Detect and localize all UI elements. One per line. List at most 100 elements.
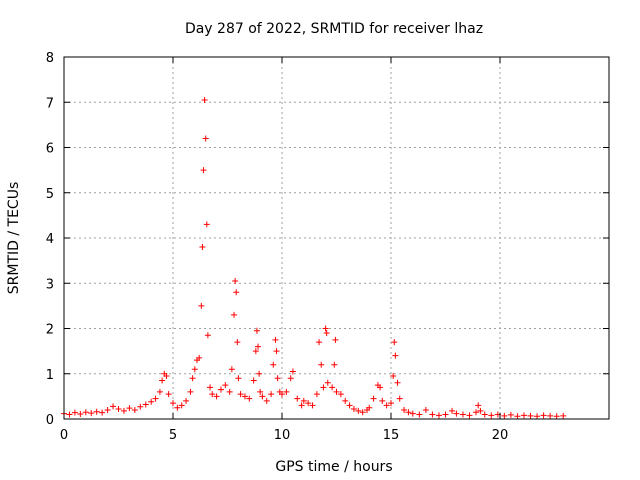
data-point: [268, 391, 275, 398]
y-tick-label: 0: [46, 413, 54, 428]
y-tick-label: 4: [46, 232, 54, 247]
data-point: [217, 386, 224, 393]
data-point: [263, 397, 270, 404]
data-point: [77, 411, 84, 418]
data-point: [163, 373, 170, 380]
data-point: [187, 388, 194, 395]
data-point: [202, 135, 209, 142]
data-point: [560, 412, 567, 419]
data-point: [159, 377, 166, 384]
data-point: [331, 361, 338, 368]
data-point: [405, 409, 412, 416]
data-point: [481, 411, 488, 418]
data-point: [148, 398, 155, 405]
data-point: [272, 336, 279, 343]
data-point: [390, 373, 397, 380]
data-point: [435, 412, 442, 419]
data-point: [442, 411, 449, 418]
data-point: [379, 397, 386, 404]
data-point: [313, 391, 320, 398]
data-point: [355, 407, 362, 414]
data-point: [253, 327, 260, 334]
data-point: [88, 410, 95, 417]
data-point: [207, 384, 214, 391]
data-point: [183, 397, 190, 404]
data-point: [337, 391, 344, 398]
data-point: [333, 388, 340, 395]
data-point: [233, 289, 240, 296]
data-point: [222, 382, 229, 389]
data-point: [501, 412, 508, 419]
data-point: [488, 412, 495, 419]
data-point: [553, 413, 560, 420]
data-series-lhaz: [61, 96, 567, 420]
data-point: [377, 384, 384, 391]
data-point: [507, 411, 514, 418]
data-point: [416, 411, 423, 418]
data-point: [82, 409, 89, 416]
data-point: [226, 388, 233, 395]
data-point: [174, 404, 181, 411]
data-point: [252, 348, 259, 355]
data-point: [283, 388, 290, 395]
data-point: [453, 410, 460, 417]
x-axis-title: GPS time / hours: [275, 459, 392, 475]
y-axis-title: SRMTID / TECUs: [6, 182, 22, 295]
data-point: [231, 311, 238, 318]
data-point: [332, 336, 339, 343]
data-point: [142, 401, 149, 408]
chart-title: Day 287 of 2022, SRMTID for receiver lha…: [185, 21, 483, 37]
data-point: [287, 375, 294, 382]
data-point: [359, 409, 366, 416]
data-point: [473, 409, 480, 416]
data-point: [270, 361, 277, 368]
y-tick-label: 3: [46, 277, 54, 292]
y-tick-label: 7: [46, 96, 54, 111]
data-point: [274, 375, 281, 382]
data-point: [234, 339, 241, 346]
data-point: [300, 397, 307, 404]
data-point: [547, 412, 554, 419]
data-point: [120, 407, 127, 414]
data-point: [466, 412, 473, 419]
data-point: [241, 393, 248, 400]
data-point: [110, 403, 117, 410]
data-point: [201, 96, 208, 103]
data-point: [255, 343, 262, 350]
data-point: [520, 412, 527, 419]
data-point: [298, 402, 305, 409]
data-point: [329, 384, 336, 391]
data-point: [309, 402, 316, 409]
data-point: [388, 400, 394, 407]
data-point: [204, 332, 211, 339]
data-point: [294, 395, 301, 402]
data-point: [540, 412, 547, 419]
data-point: [342, 397, 349, 404]
y-tick-label: 6: [46, 142, 54, 157]
x-tick-label: 10: [274, 428, 291, 443]
data-point: [429, 411, 436, 418]
data-point: [366, 404, 373, 411]
grid: [64, 57, 609, 419]
y-tick-label: 8: [46, 51, 54, 66]
data-point: [391, 339, 398, 346]
data-point: [392, 352, 399, 359]
data-point: [383, 402, 390, 409]
data-point: [104, 406, 111, 413]
data-point: [279, 391, 285, 398]
x-tick-label: 0: [60, 428, 68, 443]
data-point: [203, 221, 210, 228]
data-point: [250, 377, 257, 384]
data-point: [228, 366, 235, 373]
data-point: [126, 405, 133, 412]
data-point: [322, 325, 329, 332]
data-point: [93, 408, 100, 415]
data-point: [71, 409, 78, 416]
x-tick-label: 5: [169, 428, 177, 443]
data-point: [156, 388, 163, 395]
data-point: [396, 395, 403, 402]
data-point: [191, 366, 198, 373]
data-point: [273, 348, 280, 355]
